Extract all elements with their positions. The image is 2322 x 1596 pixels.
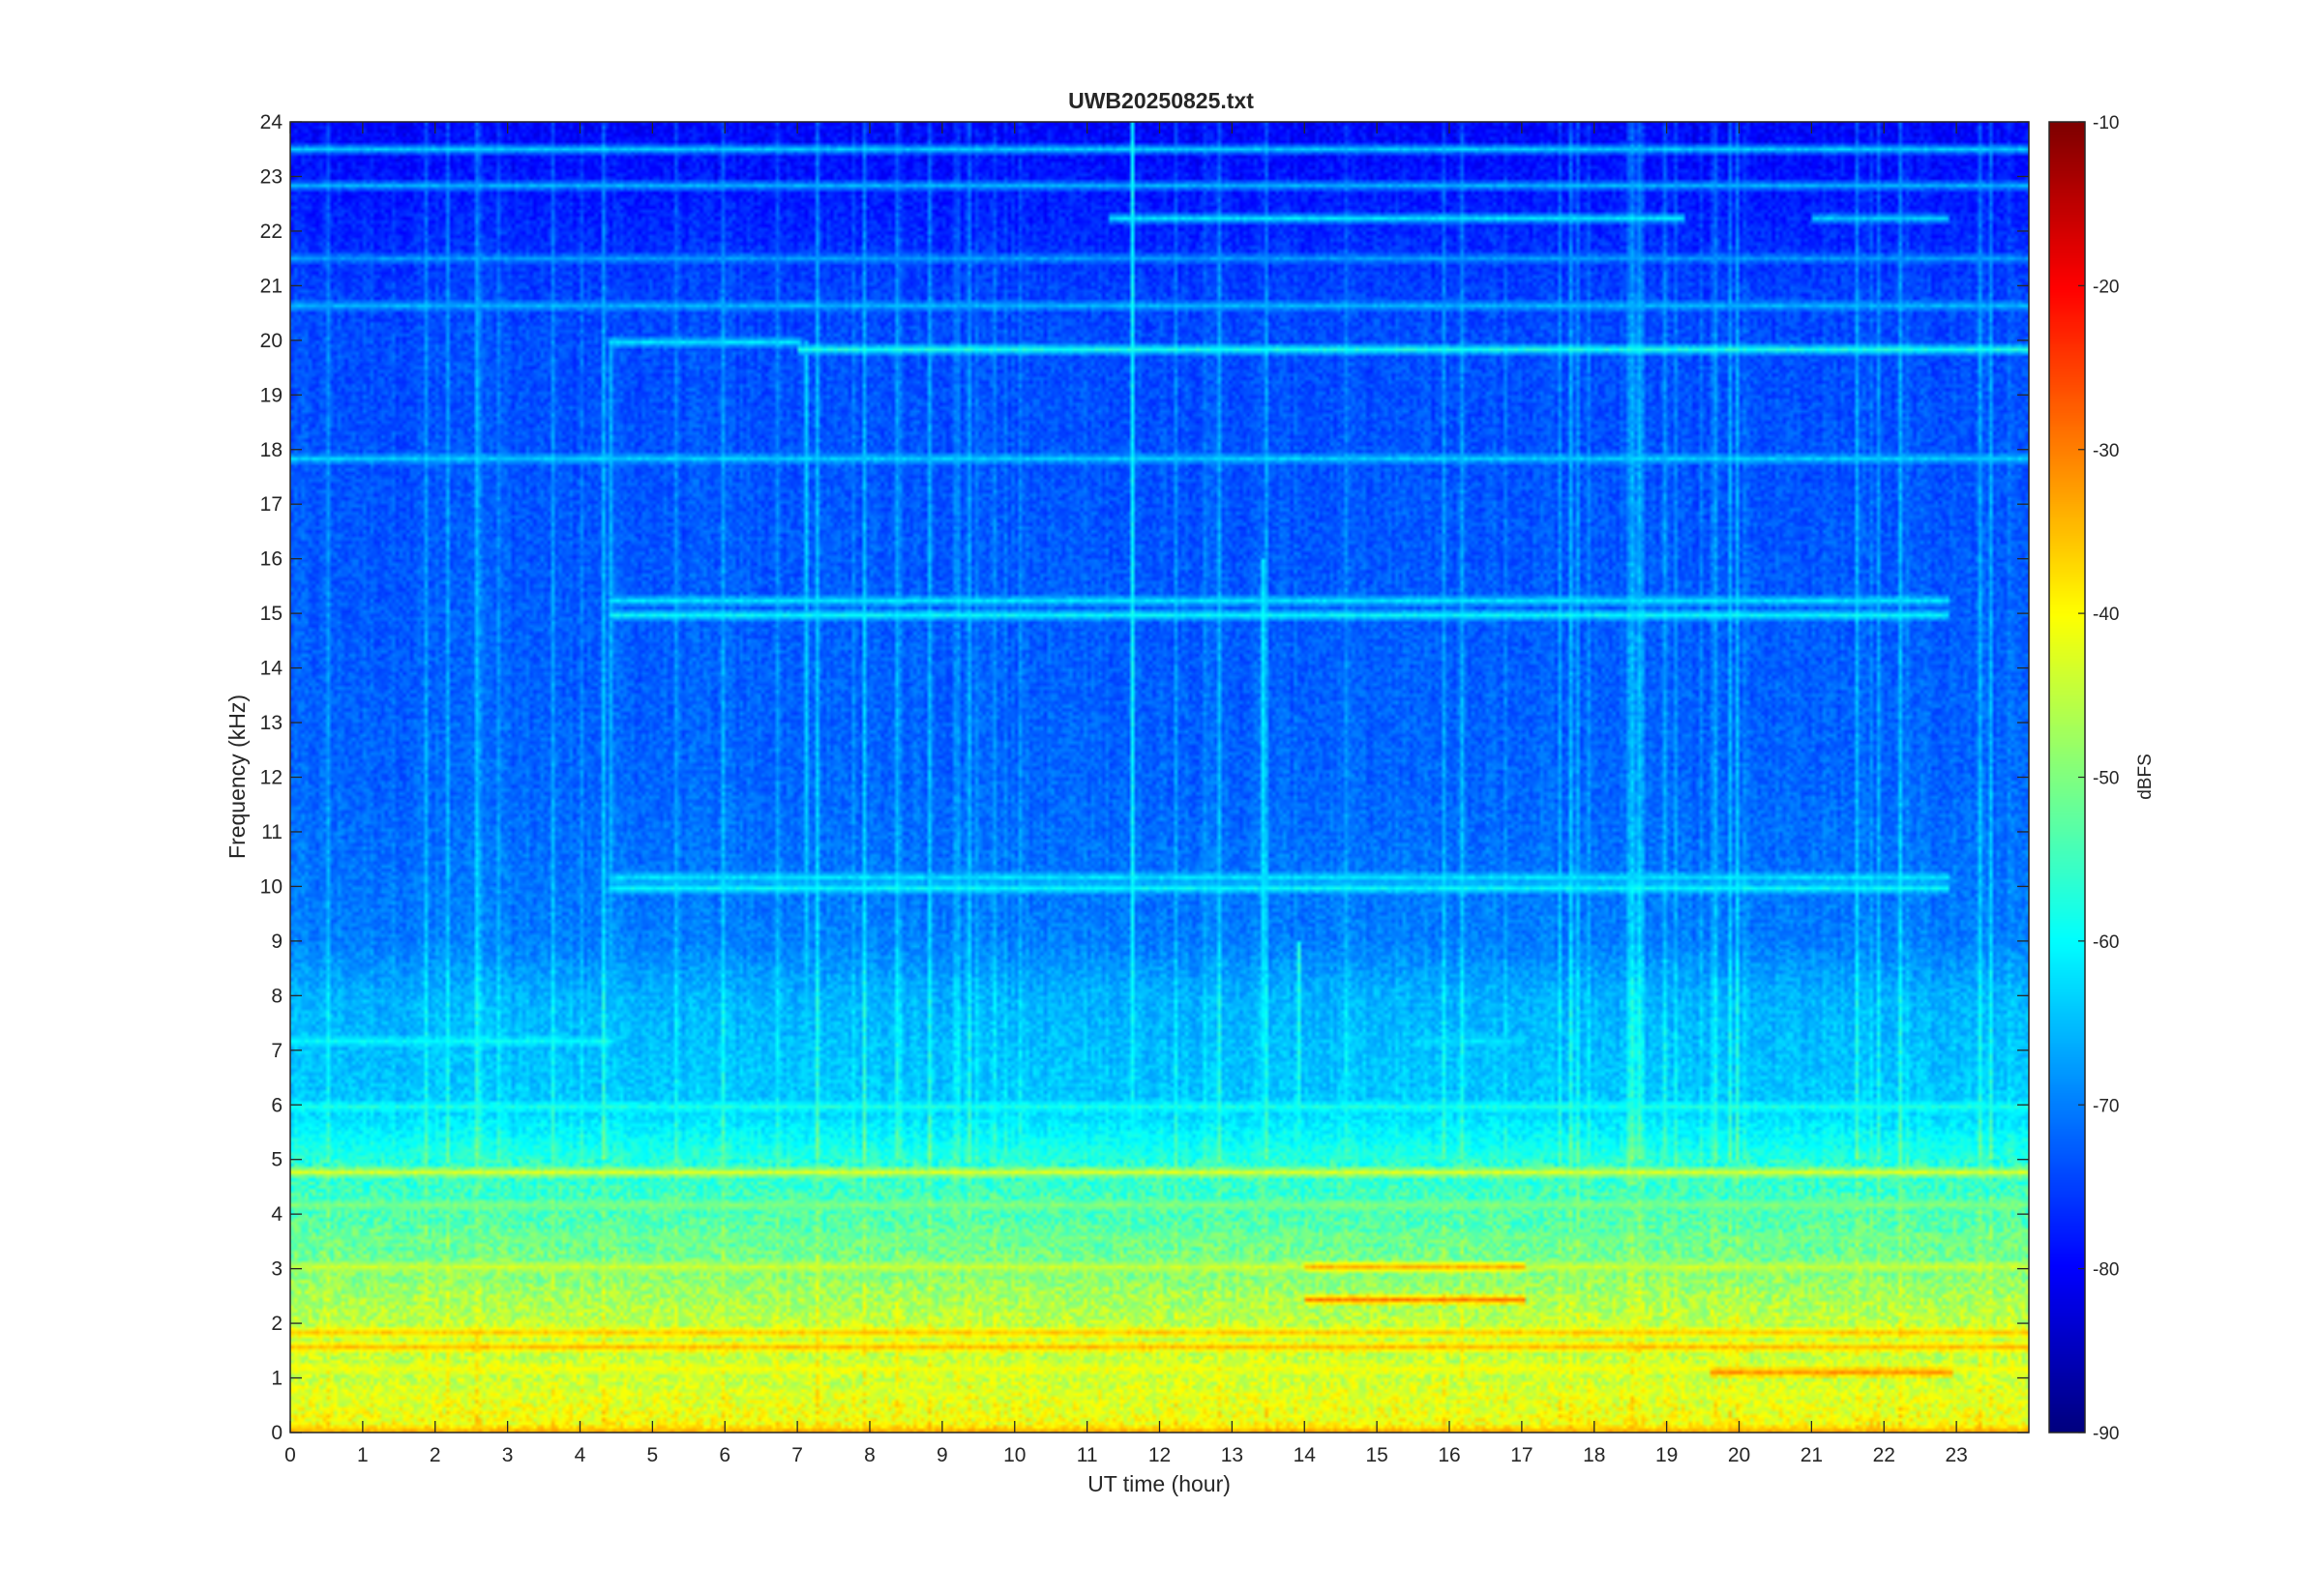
x-tick-label: 21 (1801, 1444, 1823, 1466)
y-tick-label: 1 (271, 1368, 283, 1390)
x-tick-label: 13 (1221, 1444, 1243, 1466)
y-tick-label: 3 (271, 1258, 283, 1281)
y-tick-label: 19 (260, 384, 283, 406)
chart-title: UWB20250825.txt (1068, 88, 1254, 113)
x-tick-label: 7 (791, 1444, 803, 1466)
y-tick-label: 9 (271, 931, 283, 953)
colorbar: -10 -20 -30 -40 -50 -60 -70 -80 -90 dBFS (2048, 113, 2156, 1444)
colorbar-tick-label: -30 (2093, 441, 2119, 461)
x-tick-label: 16 (1438, 1444, 1460, 1466)
x-tick-label: 20 (1728, 1444, 1750, 1466)
x-tick-label: 10 (1003, 1444, 1026, 1466)
y-tick-label: 6 (271, 1094, 283, 1116)
x-tick-label: 23 (1945, 1444, 1967, 1466)
colorbar-tick-label: -60 (2093, 932, 2119, 953)
x-axis-label: UT time (hour) (1087, 1471, 1231, 1496)
y-tick-label: 21 (260, 275, 283, 297)
colorbar-ticks: -10 -20 -30 -40 -50 -60 -70 -80 -90 (2078, 113, 2119, 1444)
y-tick-label: 2 (271, 1313, 283, 1335)
y-tick-label: 11 (261, 821, 283, 843)
colorbar-label: dBFS (2135, 754, 2156, 800)
x-tick-label: 15 (1365, 1444, 1387, 1466)
y-tick-label: 22 (260, 221, 283, 243)
x-tick-label: 3 (502, 1444, 514, 1466)
plot-area (289, 121, 2030, 1433)
x-tick-label: 17 (1510, 1444, 1533, 1466)
x-tick-label: 1 (357, 1444, 369, 1466)
spectrogram-heatmap (290, 122, 2029, 1433)
colorbar-tick-label: -50 (2093, 769, 2119, 789)
y-tick-label: 20 (260, 330, 283, 352)
y-tick-label: 5 (271, 1149, 283, 1171)
y-tick-label: 12 (260, 767, 283, 789)
y-tick-label: 7 (271, 1040, 283, 1062)
colorbar-tick-label: -80 (2093, 1260, 2119, 1281)
colorbar-tick-label: -90 (2093, 1424, 2119, 1444)
x-tick-label: 14 (1294, 1444, 1317, 1466)
x-tick-label: 19 (1655, 1444, 1678, 1466)
y-tick-label: 15 (260, 603, 283, 625)
x-axis: 0 1 2 3 4 5 6 7 8 9 10 11 12 13 14 15 16 17 18 19 20 21 22 23 (284, 122, 1968, 1466)
colorbar-tick-label: -40 (2093, 605, 2119, 625)
y-tick-label: 4 (271, 1203, 283, 1226)
x-tick-label: 4 (575, 1444, 586, 1466)
y-tick-label: 16 (260, 548, 283, 571)
x-tick-label: 5 (647, 1444, 659, 1466)
x-tick-label: 2 (430, 1444, 441, 1466)
y-tick-label: 14 (260, 658, 283, 680)
y-tick-label: 10 (260, 875, 283, 898)
y-axis-label: Frequency (kHz) (224, 695, 250, 859)
colorbar-tick-label: -20 (2093, 277, 2119, 297)
y-tick-label: 0 (271, 1422, 283, 1444)
x-tick-label: 8 (864, 1444, 876, 1466)
x-tick-label: 6 (719, 1444, 730, 1466)
x-tick-label: 12 (1148, 1444, 1171, 1466)
x-tick-label: 0 (284, 1444, 296, 1466)
y-tick-label: 17 (260, 493, 283, 516)
y-tick-label: 23 (260, 165, 283, 188)
x-tick-label: 9 (937, 1444, 948, 1466)
y-tick-label: 18 (260, 439, 283, 461)
x-tick-label: 22 (1873, 1444, 1895, 1466)
y-tick-label: 13 (260, 712, 283, 734)
x-tick-label: 18 (1583, 1444, 1605, 1466)
colorbar-tick-label: -10 (2093, 113, 2119, 133)
y-tick-label: 24 (260, 111, 283, 133)
colorbar-tick-label: -70 (2093, 1096, 2119, 1116)
x-tick-label: 11 (1077, 1444, 1098, 1466)
y-tick-label: 8 (271, 985, 283, 1007)
